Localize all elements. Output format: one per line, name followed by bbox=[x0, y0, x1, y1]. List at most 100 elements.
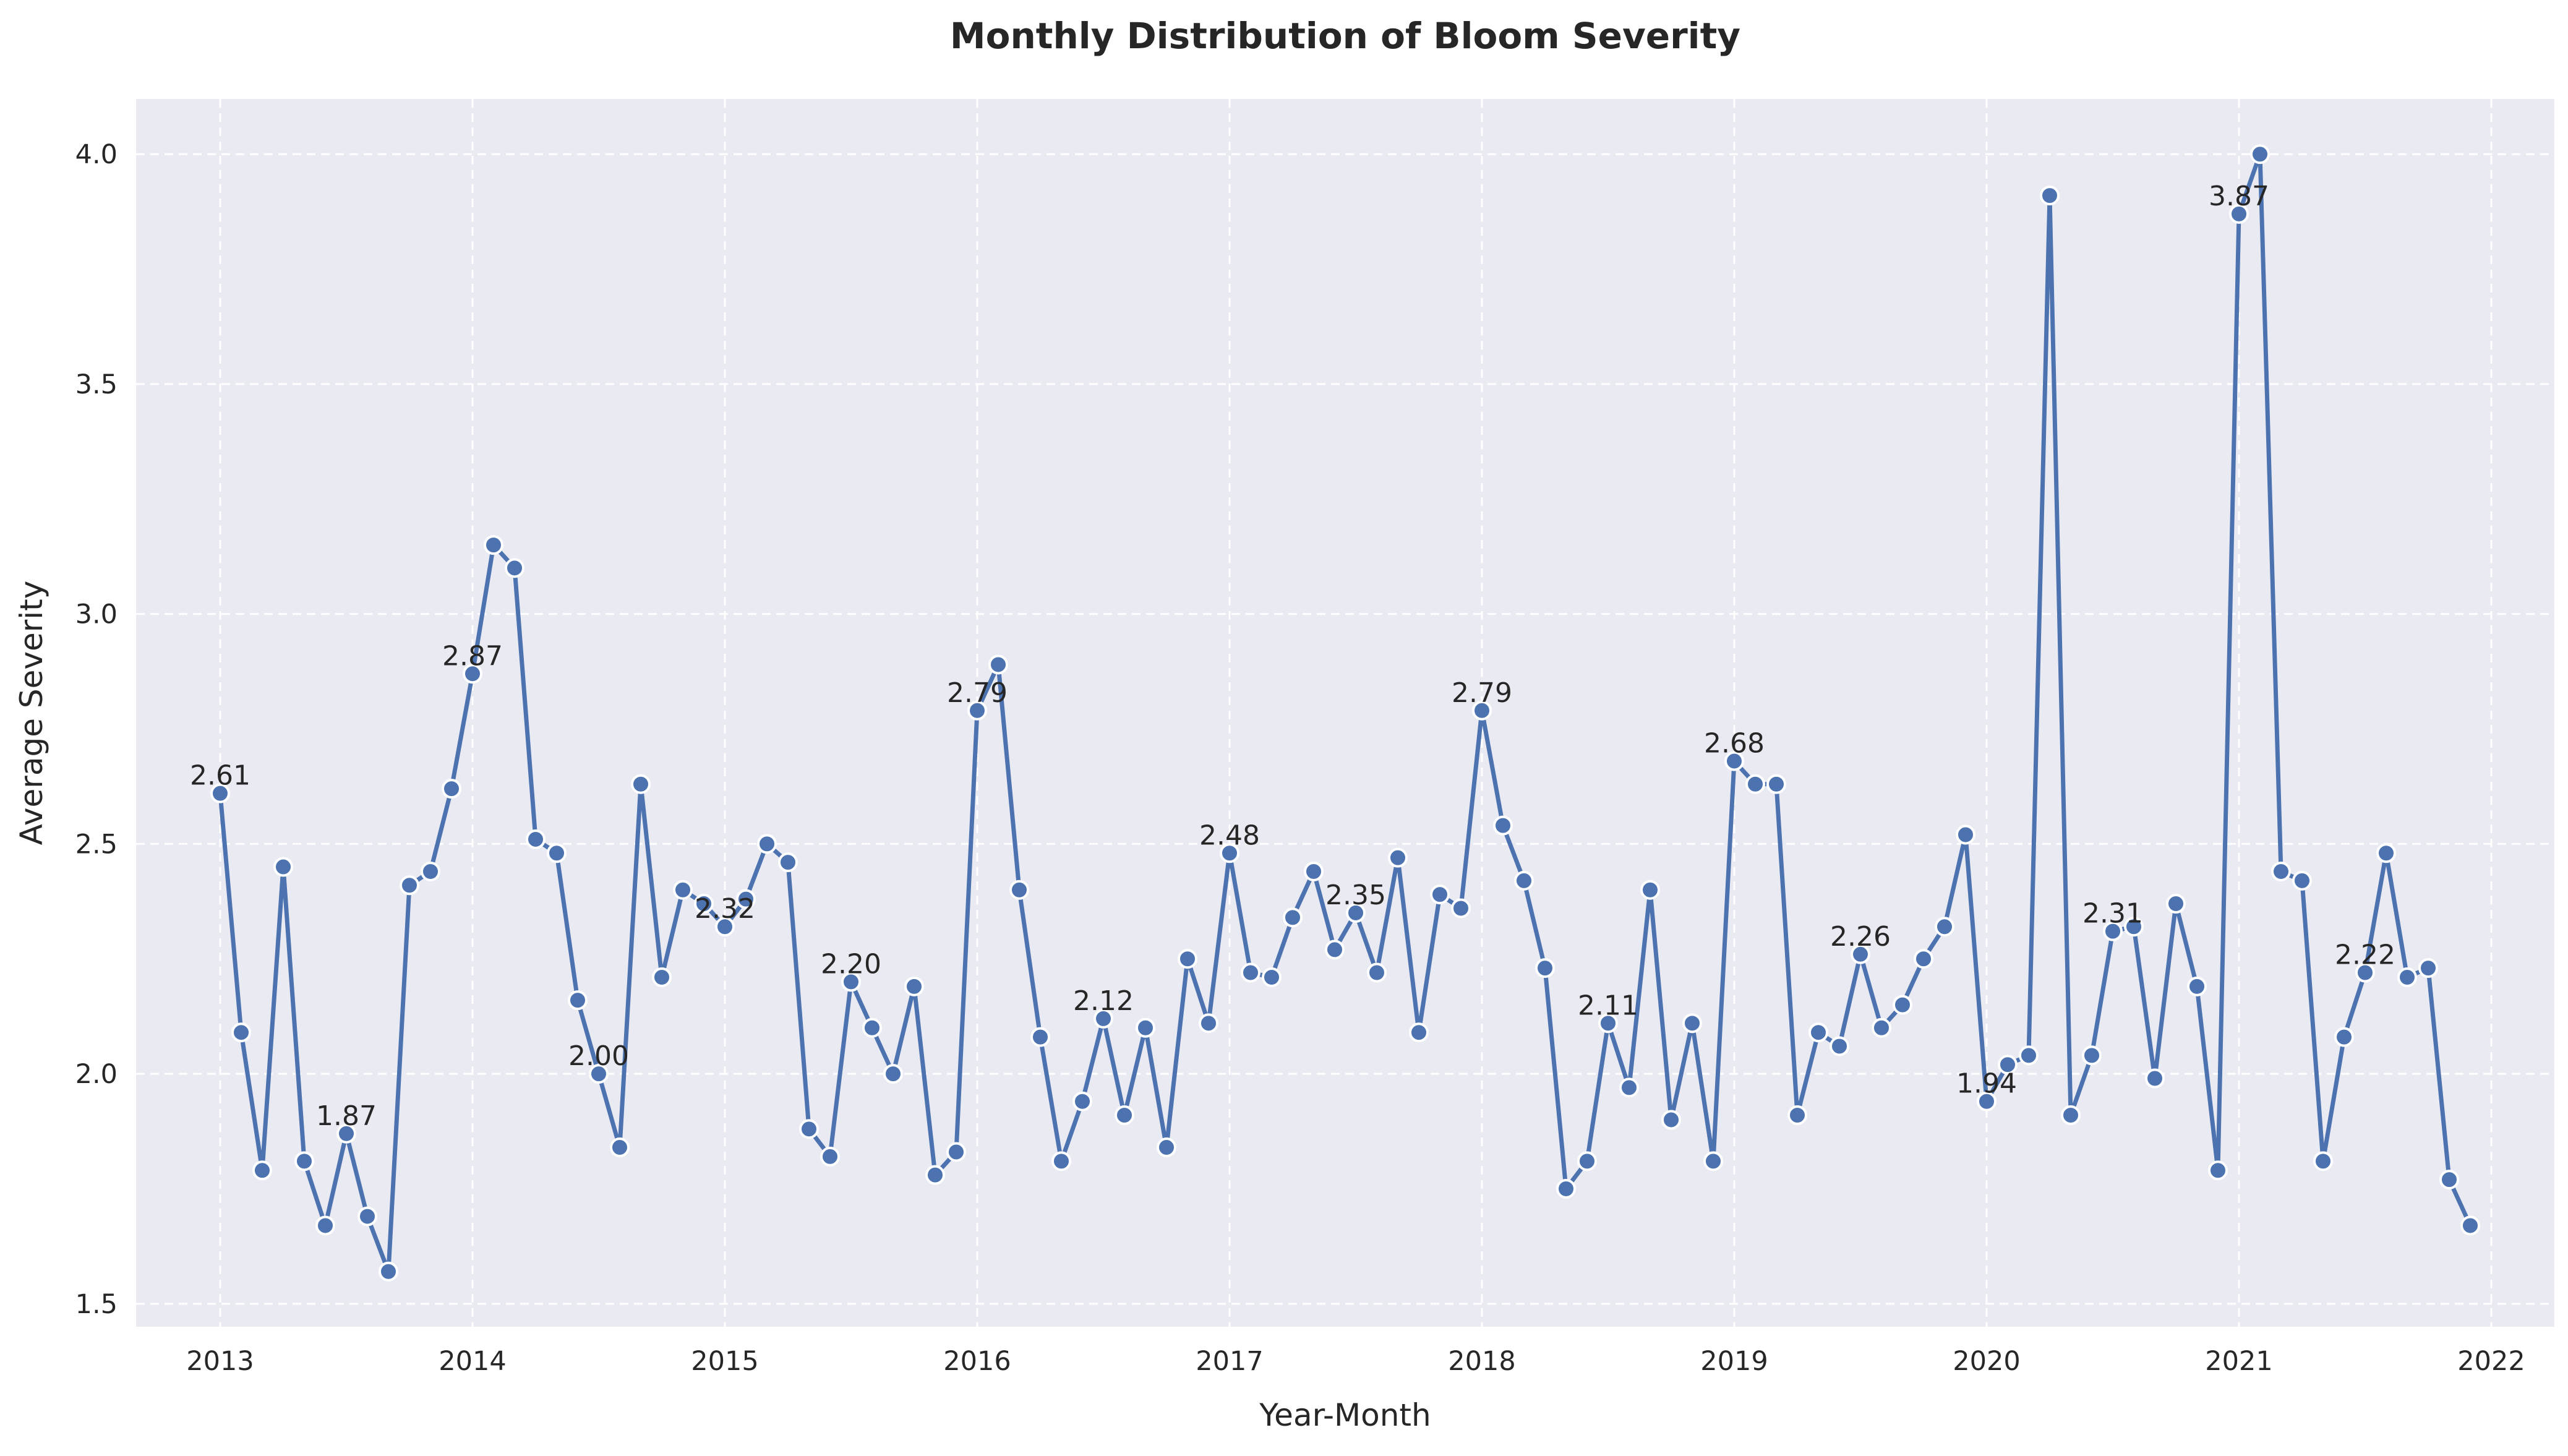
data-label: 1.94 bbox=[1956, 1068, 2017, 1100]
data-point bbox=[862, 1017, 882, 1038]
data-point bbox=[988, 654, 1008, 675]
data-point bbox=[1977, 1091, 1997, 1111]
data-label: 2.35 bbox=[1325, 880, 1386, 911]
data-point bbox=[1703, 1151, 1723, 1171]
data-point bbox=[1998, 1055, 2018, 1075]
data-point bbox=[1409, 1022, 1429, 1043]
data-point bbox=[1178, 949, 1197, 969]
data-point bbox=[1619, 1077, 1639, 1098]
data-point bbox=[1157, 1137, 1176, 1158]
data-point bbox=[2271, 861, 2291, 881]
data-point bbox=[1388, 847, 1408, 868]
data-point bbox=[841, 972, 861, 992]
data-point bbox=[484, 535, 503, 555]
data-label: 2.11 bbox=[1578, 990, 1638, 1021]
data-point bbox=[568, 990, 588, 1011]
data-point bbox=[1745, 774, 1765, 794]
data-label: 2.48 bbox=[1199, 820, 1260, 851]
data-point bbox=[1072, 1091, 1092, 1111]
data-label: 2.79 bbox=[1452, 677, 1512, 709]
data-point bbox=[1346, 902, 1366, 923]
data-point bbox=[336, 1123, 356, 1144]
data-point bbox=[736, 889, 756, 909]
data-point bbox=[1535, 958, 1555, 979]
data-label: 3.87 bbox=[2209, 181, 2269, 212]
data-point bbox=[967, 700, 987, 721]
data-point bbox=[1262, 967, 1282, 987]
data-point bbox=[673, 880, 693, 900]
data-point bbox=[2418, 958, 2438, 979]
data-label: 2.12 bbox=[1073, 985, 1134, 1017]
data-point bbox=[1430, 884, 1450, 905]
data-point bbox=[2397, 967, 2417, 987]
data-point bbox=[1325, 940, 1345, 960]
data-point bbox=[231, 1022, 251, 1043]
data-point bbox=[1283, 907, 1303, 928]
data-point bbox=[547, 843, 567, 863]
data-point bbox=[252, 1160, 272, 1181]
y-axis-label: Average Severity bbox=[14, 581, 49, 846]
y-tick-label: 3.5 bbox=[75, 369, 118, 400]
data-point bbox=[1598, 1013, 1618, 1034]
data-label: 2.79 bbox=[947, 677, 1008, 709]
data-point bbox=[1451, 898, 1471, 919]
data-point bbox=[2250, 144, 2270, 165]
data-point bbox=[1661, 1110, 1681, 1130]
x-tick-label: 2013 bbox=[186, 1346, 254, 1377]
data-point bbox=[2187, 976, 2207, 996]
data-point bbox=[946, 1142, 966, 1162]
data-point bbox=[1514, 870, 1534, 891]
data-point bbox=[294, 1151, 314, 1171]
data-point bbox=[273, 857, 293, 877]
data-point bbox=[379, 1261, 398, 1282]
data-point bbox=[1304, 861, 1324, 881]
data-point bbox=[1577, 1151, 1597, 1171]
data-point bbox=[2208, 1160, 2228, 1181]
data-point bbox=[2061, 1105, 2081, 1126]
data-point bbox=[1199, 1013, 1218, 1034]
data-point bbox=[715, 917, 735, 937]
data-point bbox=[652, 967, 672, 987]
data-point bbox=[1872, 1017, 1891, 1038]
chart-title: Monthly Distribution of Bloom Severity bbox=[950, 15, 1740, 57]
data-point bbox=[610, 1137, 630, 1158]
data-point bbox=[778, 852, 798, 873]
data-point bbox=[2103, 921, 2123, 941]
x-axis-ticks: 2013 2014 2015 2016 2017 2018 2019 2020 2021 2022 bbox=[186, 1346, 2525, 1377]
x-tick-label: 2014 bbox=[439, 1346, 506, 1377]
data-point bbox=[820, 1146, 840, 1167]
x-tick-label: 2019 bbox=[1700, 1346, 1768, 1377]
y-tick-label: 3.0 bbox=[75, 599, 118, 630]
data-point bbox=[210, 783, 230, 803]
data-point bbox=[2313, 1151, 2333, 1171]
data-point bbox=[1115, 1105, 1134, 1126]
data-point bbox=[2355, 962, 2375, 983]
data-point bbox=[925, 1165, 945, 1185]
data-label: 2.87 bbox=[442, 640, 503, 672]
data-point bbox=[2229, 203, 2249, 224]
data-point bbox=[1766, 774, 1786, 794]
data-point bbox=[1830, 1036, 1849, 1056]
data-point bbox=[694, 894, 714, 914]
series-line-group bbox=[218, 152, 2473, 1274]
data-point bbox=[2082, 1045, 2102, 1066]
data-point bbox=[883, 1064, 903, 1084]
data-point bbox=[1472, 700, 1492, 721]
data-label: 2.26 bbox=[1830, 921, 1891, 953]
data-point bbox=[904, 976, 924, 996]
x-tick-label: 2021 bbox=[2205, 1346, 2272, 1377]
data-point bbox=[2166, 894, 2186, 914]
data-point bbox=[1956, 824, 1975, 845]
data-point bbox=[2019, 1045, 2039, 1066]
data-point bbox=[400, 875, 419, 896]
data-point bbox=[2040, 186, 2060, 206]
data-point bbox=[1241, 962, 1260, 983]
x-tick-label: 2020 bbox=[1953, 1346, 2020, 1377]
data-point bbox=[2439, 1170, 2459, 1190]
data-label: 1.87 bbox=[316, 1100, 377, 1132]
data-point bbox=[505, 558, 524, 578]
data-point bbox=[1493, 815, 1513, 836]
data-label: 2.31 bbox=[2082, 898, 2143, 930]
